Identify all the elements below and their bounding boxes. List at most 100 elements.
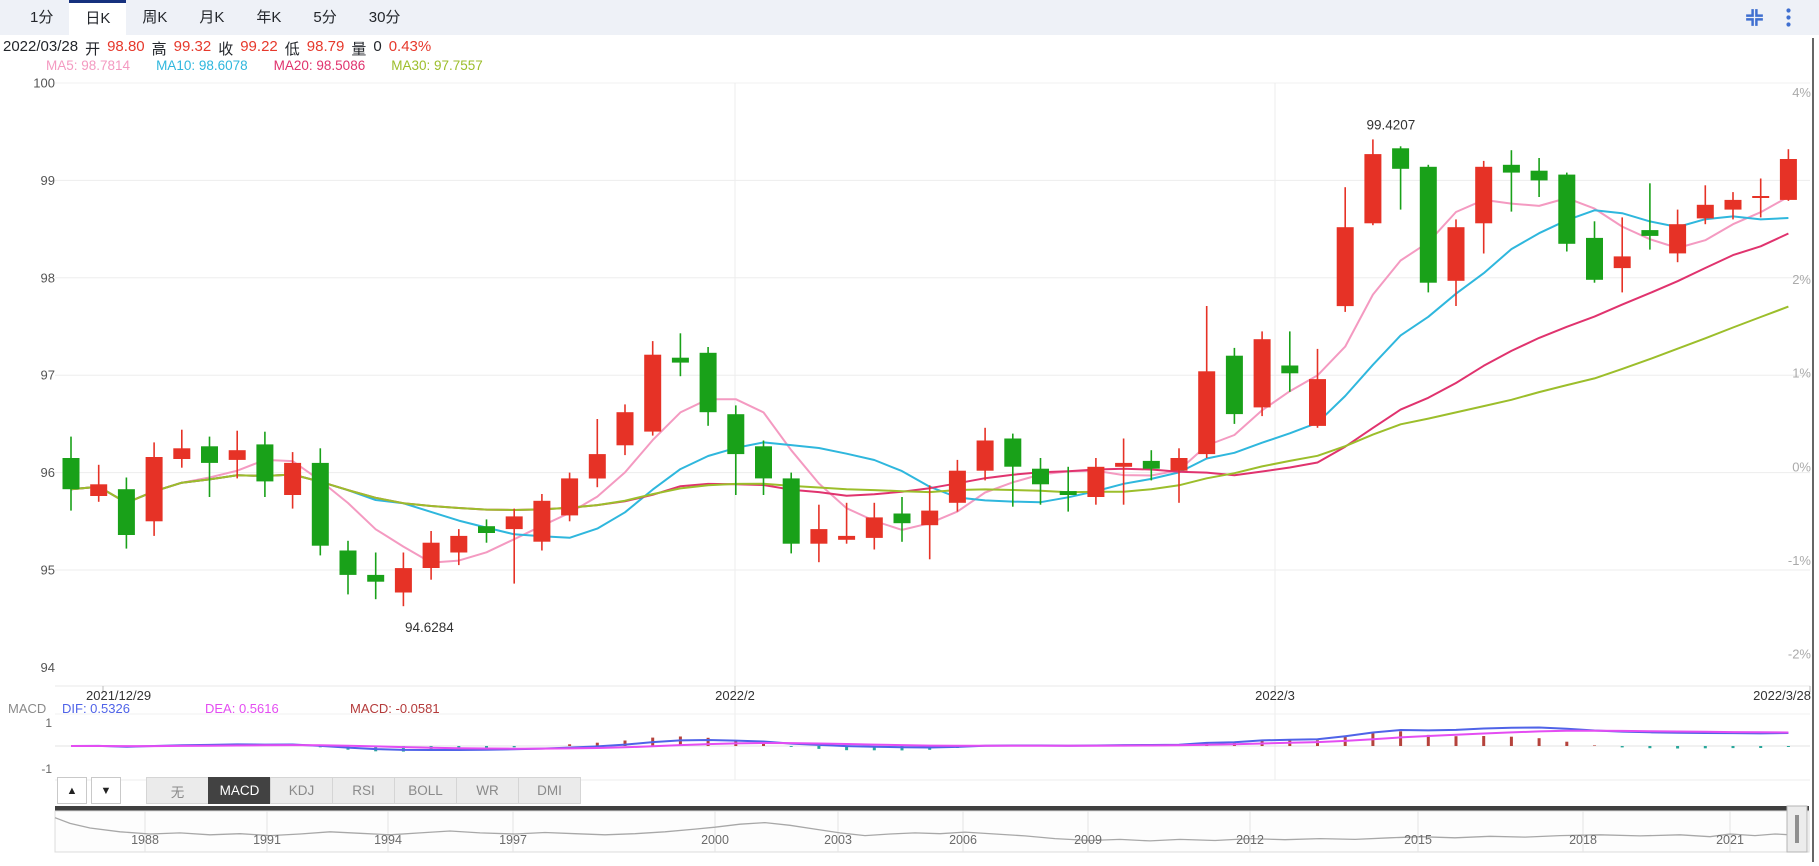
candle-body[interactable] (1502, 164, 1520, 173)
indicator-tab-2[interactable]: KDJ (270, 777, 333, 804)
candle-body[interactable] (561, 478, 579, 516)
scrubber-year-label: 2006 (949, 833, 977, 847)
candle-body[interactable] (62, 458, 80, 490)
candle-body[interactable] (1392, 148, 1410, 169)
candle-body[interactable] (311, 462, 329, 546)
macd-dea-line (71, 729, 1789, 750)
period-tab-3[interactable]: 月K (199, 9, 225, 26)
macd-hist-bar (1676, 746, 1680, 749)
candle-body[interactable] (1364, 154, 1382, 224)
indicator-tab-4[interactable]: BOLL (394, 777, 457, 804)
candle-body[interactable] (1253, 339, 1271, 408)
candle-body[interactable] (1336, 227, 1354, 307)
pane-down-arrow-button[interactable]: ▼ (91, 777, 121, 804)
candle-body[interactable] (588, 454, 606, 479)
tabbar-icons (1745, 0, 1791, 35)
indicator-tab-5[interactable]: WR (456, 777, 519, 804)
candle-body[interactable] (1558, 174, 1576, 244)
candle-body[interactable] (256, 444, 274, 482)
candle-body[interactable] (1530, 170, 1548, 181)
candle-body[interactable] (1669, 224, 1687, 254)
candle-body[interactable] (1724, 199, 1742, 210)
candle-body[interactable] (865, 517, 883, 538)
candle-body[interactable] (533, 500, 551, 542)
candle-body[interactable] (450, 535, 468, 553)
macd-hist-bar (623, 740, 627, 746)
scrubber-handle-grip[interactable] (1795, 815, 1799, 843)
candle-body[interactable] (699, 352, 717, 413)
candle-body[interactable] (284, 462, 302, 495)
pane-up-arrow-button[interactable]: ▲ (57, 777, 87, 804)
candle-body[interactable] (976, 440, 994, 471)
scrubber-top-bar[interactable] (55, 806, 1809, 811)
candle-body[interactable] (1475, 166, 1493, 224)
macd-hist-bar (485, 746, 488, 749)
more-icon[interactable] (1786, 8, 1791, 27)
candle-body[interactable] (201, 446, 218, 463)
candle-body[interactable] (893, 513, 911, 524)
candle-body[interactable] (1281, 365, 1299, 374)
candle-body[interactable] (1613, 256, 1631, 269)
candle-body[interactable] (367, 574, 385, 582)
candle-body[interactable] (1115, 462, 1133, 467)
candle-body[interactable] (616, 412, 634, 446)
candle-body[interactable] (1447, 227, 1465, 281)
macd-hist-bar (872, 746, 876, 751)
candle-body[interactable] (90, 484, 108, 496)
indicator-tab-0[interactable]: 无 (146, 777, 209, 804)
macd-hist-bar (1620, 746, 1624, 748)
indicator-tab-1-active[interactable]: MACD (208, 777, 271, 804)
candle-body[interactable] (782, 478, 800, 544)
indicator-tab-3[interactable]: RSI (332, 777, 395, 804)
candle-body[interactable] (117, 489, 135, 535)
candle-body[interactable] (1032, 468, 1049, 485)
macd-hist-bar (1786, 746, 1790, 747)
scrubber-track[interactable] (54, 810, 1810, 853)
macd-hist-bar (1731, 746, 1735, 749)
candle-body[interactable] (173, 448, 191, 459)
scrubber-year-label: 2021 (1716, 833, 1744, 847)
candle-body[interactable] (228, 450, 246, 460)
candle-body[interactable] (644, 354, 662, 432)
candle-body[interactable] (838, 535, 856, 540)
candle-body[interactable] (1225, 355, 1243, 415)
scrubber-year-label: 1994 (374, 833, 402, 847)
candle-body[interactable] (1004, 438, 1022, 467)
period-tab-0[interactable]: 1分 (30, 9, 54, 26)
candle-body[interactable] (671, 357, 689, 363)
candle-body[interactable] (1586, 237, 1603, 280)
candle-body[interactable] (1752, 196, 1770, 198)
candle-body[interactable] (755, 446, 772, 479)
y-axis-right-label: -2% (1788, 646, 1812, 661)
period-tab-5[interactable]: 5分 (313, 9, 337, 26)
candle-body[interactable] (948, 470, 966, 503)
indicator-tab-6[interactable]: DMI (518, 777, 581, 804)
candle-body[interactable] (921, 510, 939, 526)
period-tab-1-active[interactable]: 日K (69, 0, 127, 35)
period-tab-4[interactable]: 年K (256, 9, 282, 26)
candle-body[interactable] (1309, 379, 1326, 426)
candle-body[interactable] (394, 568, 412, 593)
candle-body[interactable] (1059, 491, 1077, 495)
collapse-icon[interactable] (1745, 8, 1764, 27)
candle-body[interactable] (1696, 204, 1714, 219)
candle-body[interactable] (1641, 230, 1659, 236)
candle-body[interactable] (1087, 466, 1105, 497)
candle-body[interactable] (810, 529, 828, 544)
macd-hist-bar (595, 742, 599, 746)
candle-body[interactable] (422, 542, 440, 568)
candle-body[interactable] (727, 414, 745, 455)
candle-body[interactable] (339, 550, 357, 575)
candle-body[interactable] (145, 457, 163, 522)
candle-body[interactable] (1170, 458, 1188, 471)
candle-body[interactable] (1419, 166, 1437, 283)
candle-body[interactable] (1779, 159, 1797, 200)
candle-body[interactable] (505, 516, 523, 530)
period-tab-6[interactable]: 30分 (368, 9, 401, 26)
period-tab-2[interactable]: 周K (142, 9, 168, 26)
candle-body[interactable] (1198, 371, 1216, 455)
ma-label-2: MA20: 98.5086 (273, 58, 366, 73)
candle-body[interactable] (1142, 460, 1160, 469)
candle-body[interactable] (478, 526, 495, 533)
